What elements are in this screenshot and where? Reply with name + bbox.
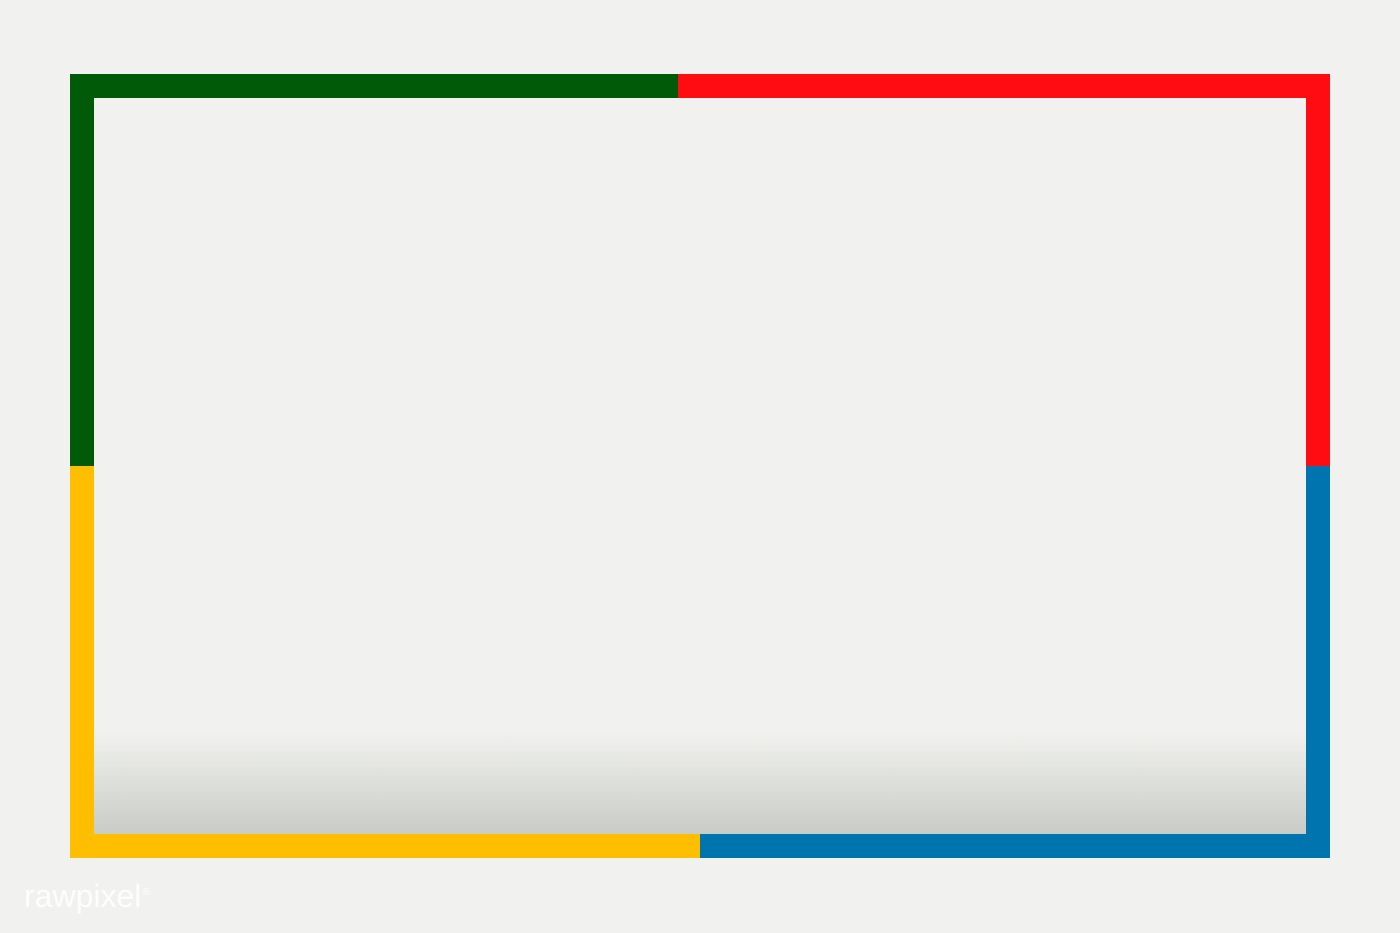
frame-border-yellow-bottom [70, 834, 700, 858]
rawpixel-watermark: rawpixel® [24, 878, 150, 915]
watermark-registered-mark: ® [142, 887, 150, 899]
frame-border-red-top [678, 74, 1330, 98]
watermark-text: rawpixel [24, 878, 142, 914]
frame-border-green-left [70, 74, 94, 466]
frame-border-yellow-left [70, 466, 94, 858]
frame-border-green-top [70, 74, 678, 98]
frame-inner-area [94, 98, 1306, 834]
frame-border-blue-bottom [700, 834, 1330, 858]
frame-border-red-right [1306, 74, 1330, 466]
frame-border-blue-right [1306, 466, 1330, 858]
